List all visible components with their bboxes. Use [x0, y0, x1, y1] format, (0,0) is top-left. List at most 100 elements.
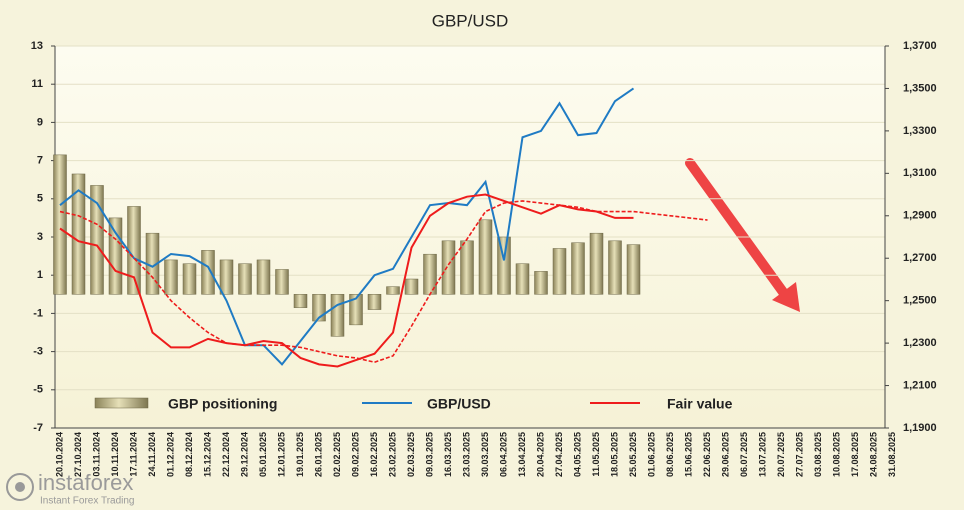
y2-tick-label: 1,2900 [903, 210, 937, 222]
y2-tick-label: 1,1900 [903, 422, 937, 434]
legend-label: GBP positioning [168, 396, 277, 412]
y2-tick-label: 1,3300 [903, 125, 937, 137]
bar [108, 217, 123, 295]
bar [219, 259, 234, 295]
x-tick-label: 27.07.2025 [794, 432, 804, 477]
y-tick-label: -3 [33, 346, 43, 358]
x-tick-label: 01.12.2024 [165, 432, 175, 477]
bar [349, 294, 363, 326]
brand: instaforex [38, 470, 133, 495]
y-tick-label: 11 [31, 78, 43, 90]
x-tick-label: 08.06.2025 [665, 432, 675, 477]
y2-tick-label: 1,3100 [903, 167, 937, 179]
x-tick-label: 02.02.2025 [332, 432, 342, 477]
bar [441, 240, 456, 295]
y-tick-label: -7 [33, 422, 43, 434]
tagline: Instant Forex Trading [40, 496, 135, 507]
legend-swatch [94, 397, 149, 409]
x-tick-label: 25.05.2025 [628, 432, 638, 477]
bar [293, 294, 308, 308]
bar [330, 294, 345, 337]
bar [497, 236, 511, 295]
bar [460, 240, 474, 295]
bar [367, 294, 382, 310]
x-tick-label: 13.07.2025 [757, 432, 767, 477]
x-tick-label: 26.01.2025 [313, 432, 323, 477]
bar [571, 242, 585, 295]
x-tick-label: 16.03.2025 [443, 432, 453, 477]
x-tick-label: 15.12.2024 [202, 432, 212, 477]
legend-label: GBP/USD [427, 396, 491, 412]
bar [275, 269, 289, 295]
y-tick-label: -5 [33, 384, 43, 396]
x-tick-label: 18.05.2025 [609, 432, 619, 477]
x-tick-label: 20.04.2025 [535, 432, 545, 477]
x-tick-label: 29.12.2024 [239, 432, 249, 477]
x-tick-label: 30.03.2025 [480, 432, 490, 477]
x-tick-label: 03.08.2025 [813, 432, 823, 477]
bar [478, 219, 493, 295]
bar [71, 173, 86, 295]
x-tick-label: 10.11.2024 [110, 432, 120, 477]
watermark: instaforex Instant Forex Trading [6, 470, 135, 507]
bar [589, 232, 604, 295]
x-tick-label: 09.02.2025 [350, 432, 360, 477]
y-tick-label: 9 [37, 116, 43, 128]
bar [552, 248, 567, 295]
x-tick-label: 20.10.2024 [54, 432, 64, 477]
bar [182, 263, 197, 295]
x-tick-label: 27.10.2024 [73, 432, 83, 477]
x-tick-label: 24.08.2025 [868, 432, 878, 477]
bar [53, 154, 67, 295]
x-tick-label: 12.01.2025 [276, 432, 286, 477]
y-tick-label: 5 [37, 193, 43, 205]
x-tick-label: 16.02.2025 [369, 432, 379, 477]
y-tick-label: 1 [37, 269, 43, 281]
bar [386, 286, 400, 295]
y-tick-label: 3 [37, 231, 43, 243]
y2-tick-label: 1,2100 [903, 379, 937, 391]
bar [534, 271, 548, 295]
x-tick-label: 03.11.2024 [91, 432, 101, 477]
x-tick-label: 17.08.2025 [850, 432, 860, 477]
y2-tick-label: 1,2500 [903, 295, 937, 307]
x-tick-label: 08.12.2024 [184, 432, 194, 477]
x-tick-label: 15.06.2025 [683, 432, 693, 477]
x-tick-label: 04.05.2025 [572, 432, 582, 477]
x-tick-label: 09.03.2025 [424, 432, 434, 477]
y-tick-label: 13 [31, 40, 43, 52]
x-tick-label: 05.01.2025 [258, 432, 268, 477]
x-tick-label: 11.05.2025 [591, 432, 601, 477]
bar [90, 185, 104, 295]
x-tick-label: 27.04.2025 [554, 432, 564, 477]
bar [608, 240, 622, 295]
line-series [59, 87, 635, 366]
y-tick-label: -1 [33, 307, 43, 319]
bar [164, 259, 178, 295]
x-tick-label: 23.03.2025 [461, 432, 471, 477]
line-series [59, 200, 708, 364]
bar [515, 263, 530, 295]
line-series [59, 193, 634, 368]
x-tick-label: 10.08.2025 [831, 432, 841, 477]
x-tick-label: 29.06.2025 [720, 432, 730, 477]
bar [404, 278, 419, 295]
y2-tick-label: 1,3500 [903, 82, 937, 94]
x-tick-label: 22.06.2025 [702, 432, 712, 477]
x-tick-label: 01.06.2025 [646, 432, 656, 477]
x-tick-label: 24.11.2024 [147, 432, 157, 477]
arrow [685, 158, 800, 312]
y2-tick-label: 1,3700 [903, 40, 937, 52]
bar [256, 259, 271, 295]
legend-label: Fair value [667, 396, 733, 412]
x-tick-label: 17.11.2024 [128, 432, 138, 477]
x-tick-label: 23.02.2025 [387, 432, 397, 477]
chart-title: GBP/USD [432, 11, 509, 30]
x-tick-label: 22.12.2024 [221, 432, 231, 477]
x-tick-label: 13.04.2025 [517, 432, 527, 477]
x-tick-label: 06.07.2025 [739, 432, 749, 477]
x-tick-label: 31.08.2025 [887, 432, 897, 477]
y-tick-label: 7 [37, 155, 43, 167]
x-tick-label: 20.07.2025 [776, 432, 786, 477]
